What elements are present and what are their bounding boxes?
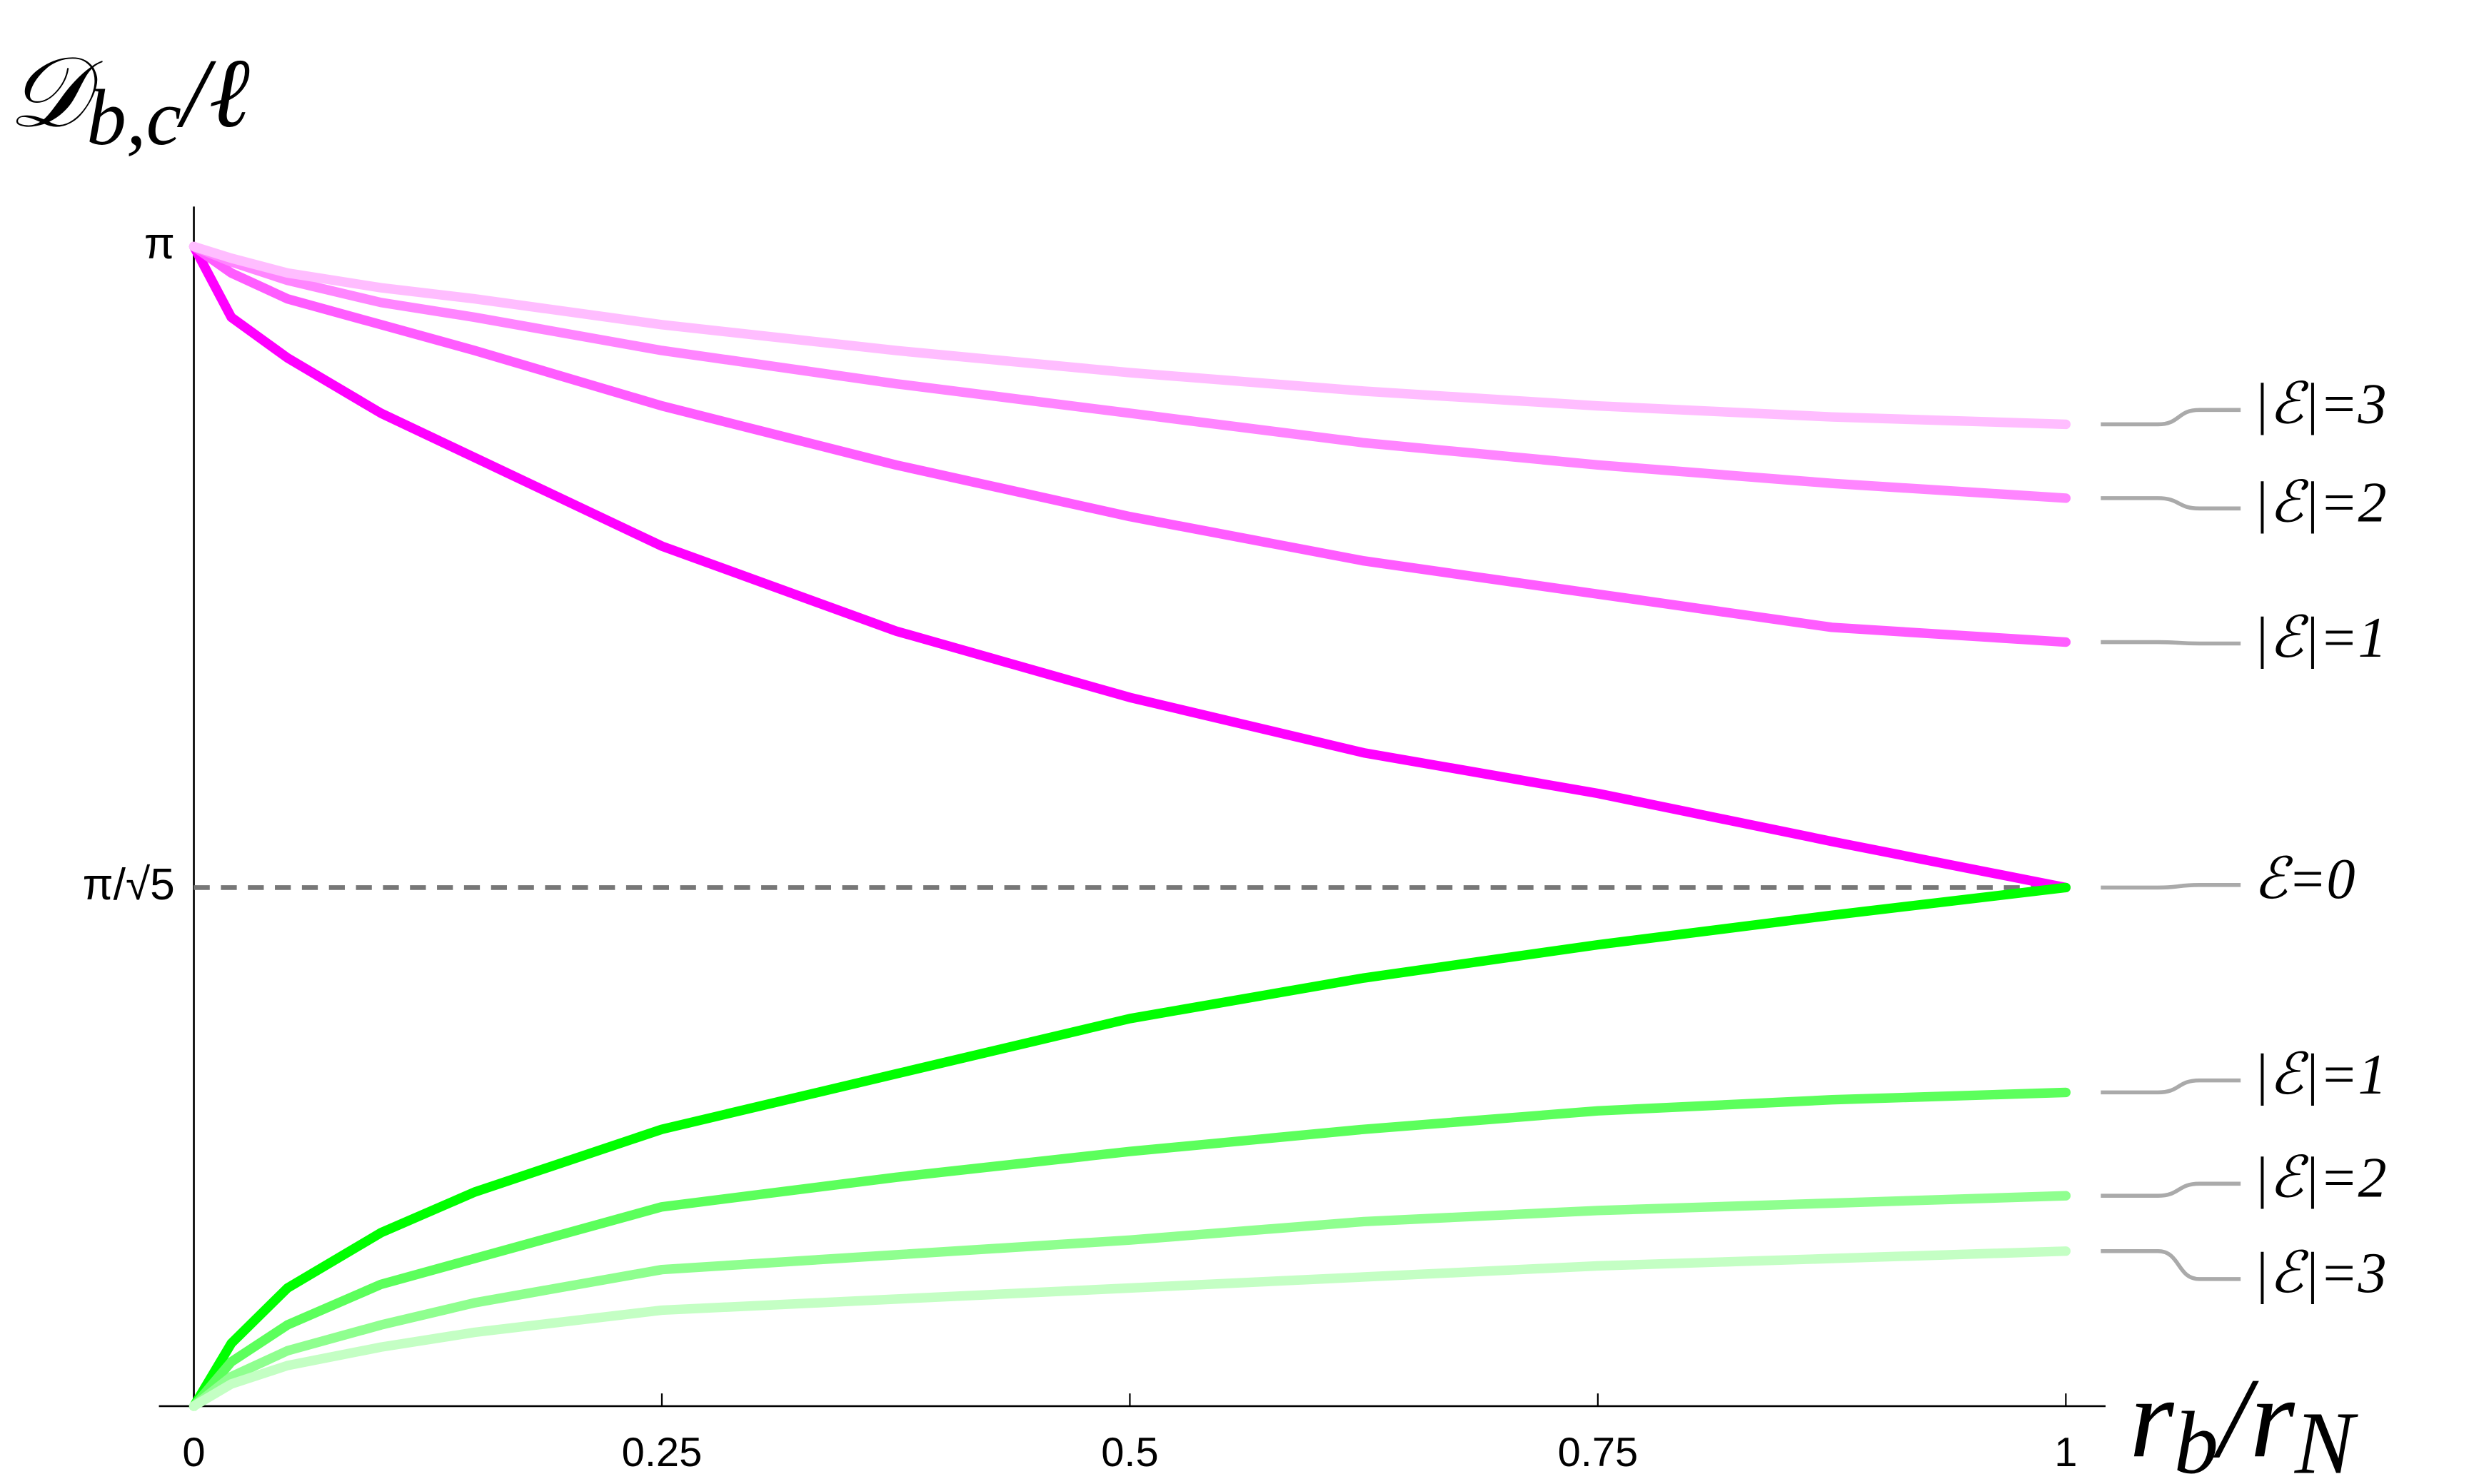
legend-label: |ℰ|=3	[2253, 1242, 2387, 1305]
series-line	[188, 1246, 2071, 1411]
series-line	[188, 241, 2071, 893]
y-tick-label: π/√5	[83, 860, 175, 909]
y-label-part: b,c	[86, 74, 181, 161]
y-tick-label: π	[144, 219, 175, 268]
x-label-part: r	[2129, 1354, 2174, 1481]
legend-connector	[2101, 408, 2241, 427]
x-tick-label: 0.75	[1558, 1430, 1639, 1475]
y-axis-label: 𝒟b,c/ℓ	[8, 38, 250, 161]
legend-connector	[2101, 640, 2241, 646]
y-label-part: /ℓ	[176, 38, 250, 147]
legend-connector	[2101, 883, 2241, 890]
x-tick-label: 1	[2054, 1430, 2077, 1475]
series-line	[188, 1191, 2071, 1411]
series-line	[188, 241, 2071, 647]
series-line	[188, 1087, 2071, 1411]
legend-connector	[2101, 1078, 2241, 1095]
legend-label: ℰ=0	[2253, 848, 2355, 911]
series-line	[188, 241, 2071, 503]
series-line	[188, 882, 2071, 1411]
x-tick-label: 0.5	[1101, 1430, 1158, 1475]
x-label-part: b	[2174, 1393, 2218, 1484]
legend-label: |ℰ|=3	[2253, 373, 2387, 436]
legend-connector	[2101, 496, 2241, 511]
legend-label: |ℰ|=1	[2253, 1044, 2387, 1106]
x-tick-label: 0	[182, 1430, 205, 1475]
legend-label: |ℰ|=2	[2253, 1147, 2387, 1210]
x-axis-label: rb/rN	[2129, 1354, 2358, 1484]
x-label-part: /r	[2213, 1354, 2296, 1481]
series-line	[188, 241, 2071, 430]
x-tick-label: 0.25	[622, 1430, 703, 1475]
x-label-part: N	[2294, 1393, 2358, 1484]
legend-label: |ℰ|=2	[2253, 472, 2387, 535]
legend-connector	[2101, 1181, 2241, 1198]
legend-connector	[2101, 1248, 2241, 1281]
legend-label: |ℰ|=1	[2253, 607, 2387, 670]
